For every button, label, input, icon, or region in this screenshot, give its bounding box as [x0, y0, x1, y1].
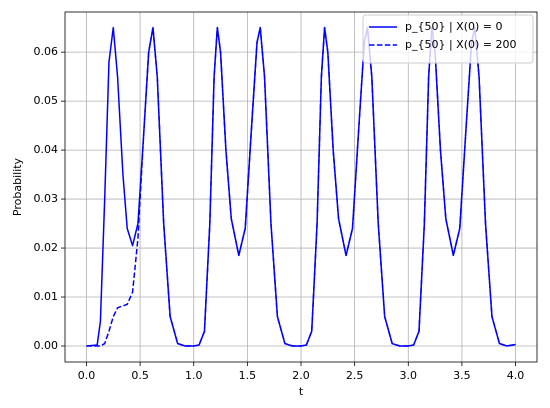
x-axis-label: t — [299, 385, 304, 398]
plot-frame — [64, 11, 538, 363]
x-tick-label: 0.5 — [131, 369, 149, 382]
legend-box — [362, 14, 534, 64]
y-tick-label: 0.06 — [34, 45, 59, 58]
x-tick-label: 4.0 — [507, 369, 525, 382]
y-tick-label: 0.05 — [34, 94, 59, 107]
x-tick-label: 2.5 — [346, 369, 364, 382]
plot-lines — [86, 26, 516, 347]
legend-label: p_{50} | X(0) = 0 — [405, 20, 503, 33]
x-tick-label: 3.5 — [453, 369, 471, 382]
legend-label: p_{50} | X(0) = 200 — [405, 38, 517, 51]
x-tick-label: 1.0 — [185, 369, 203, 382]
x-tick-label: 2.0 — [292, 369, 310, 382]
y-tick-label: 0.01 — [34, 290, 59, 303]
y-tick-label: 0.04 — [34, 143, 59, 156]
y-tick-label: 0.00 — [34, 339, 59, 352]
x-tick-label: 0.0 — [78, 369, 96, 382]
x-tick-label: 3.0 — [400, 369, 418, 382]
y-tick-label: 0.03 — [34, 192, 59, 205]
x-tick-label: 1.5 — [239, 369, 257, 382]
y-tick-label: 0.02 — [34, 241, 59, 254]
y-axis-label: Probability — [11, 157, 24, 216]
data-line — [86, 26, 516, 347]
